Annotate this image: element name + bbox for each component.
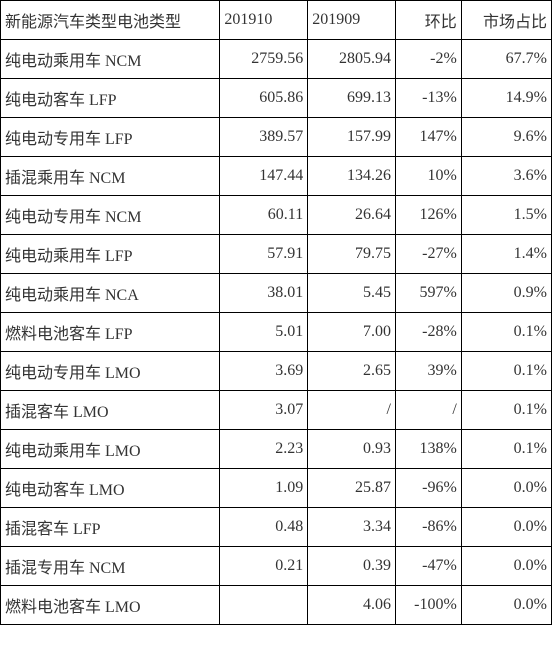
cell-label: 纯电动乘用车 NCA — [1, 274, 220, 313]
col-header-share: 市场占比 — [461, 1, 551, 40]
cell-value: 0.1% — [461, 352, 551, 391]
cell-value: -86% — [395, 508, 461, 547]
cell-value: 9.6% — [461, 118, 551, 157]
col-header-201909: 201909 — [308, 1, 396, 40]
cell-value: 3.34 — [308, 508, 396, 547]
cell-label: 插混客车 LMO — [1, 391, 220, 430]
table-row: 纯电动乘用车 NCM2759.562805.94-2%67.7% — [1, 40, 552, 79]
battery-table: 新能源汽车类型电池类型 201910 201909 环比 市场占比 纯电动乘用车… — [0, 0, 552, 625]
cell-value: 5.45 — [308, 274, 396, 313]
cell-value: -96% — [395, 469, 461, 508]
cell-value: 699.13 — [308, 79, 396, 118]
cell-value: 0.0% — [461, 508, 551, 547]
cell-label: 纯电动客车 LMO — [1, 469, 220, 508]
cell-value: 3.6% — [461, 157, 551, 196]
cell-value: 0.0% — [461, 547, 551, 586]
table-row: 纯电动专用车 NCM60.1126.64126%1.5% — [1, 196, 552, 235]
cell-label: 纯电动专用车 LMO — [1, 352, 220, 391]
table-row: 插混专用车 NCM0.210.39-47%0.0% — [1, 547, 552, 586]
table-row: 插混客车 LMO3.07//0.1% — [1, 391, 552, 430]
col-header-type: 新能源汽车类型电池类型 — [1, 1, 220, 40]
cell-value: 10% — [395, 157, 461, 196]
cell-value: 0.1% — [461, 391, 551, 430]
cell-value: 1.4% — [461, 235, 551, 274]
cell-value: -2% — [395, 40, 461, 79]
cell-value: / — [395, 391, 461, 430]
cell-value: 25.87 — [308, 469, 396, 508]
cell-label: 纯电动专用车 LFP — [1, 118, 220, 157]
cell-value: 597% — [395, 274, 461, 313]
table-row: 插混乘用车 NCM147.44134.2610%3.6% — [1, 157, 552, 196]
cell-value: 0.0% — [461, 586, 551, 625]
cell-value: 67.7% — [461, 40, 551, 79]
cell-value: -13% — [395, 79, 461, 118]
cell-value: 1.09 — [220, 469, 308, 508]
cell-value: -28% — [395, 313, 461, 352]
cell-value: -47% — [395, 547, 461, 586]
cell-value: 0.1% — [461, 313, 551, 352]
cell-value: 5.01 — [220, 313, 308, 352]
table-row: 纯电动乘用车 LMO2.230.93138%0.1% — [1, 430, 552, 469]
table-row: 纯电动乘用车 NCA38.015.45597%0.9% — [1, 274, 552, 313]
cell-label: 纯电动乘用车 LMO — [1, 430, 220, 469]
cell-value: 147% — [395, 118, 461, 157]
cell-value: 38.01 — [220, 274, 308, 313]
cell-value: 389.57 — [220, 118, 308, 157]
table-row: 纯电动乘用车 LFP57.9179.75-27%1.4% — [1, 235, 552, 274]
cell-value: 4.06 — [308, 586, 396, 625]
table-row: 燃料电池客车 LFP5.017.00-28%0.1% — [1, 313, 552, 352]
cell-value: 0.93 — [308, 430, 396, 469]
cell-value: 2.65 — [308, 352, 396, 391]
cell-value: 605.86 — [220, 79, 308, 118]
table-row: 纯电动客车 LFP605.86699.13-13%14.9% — [1, 79, 552, 118]
cell-label: 插混乘用车 NCM — [1, 157, 220, 196]
table-header-row: 新能源汽车类型电池类型 201910 201909 环比 市场占比 — [1, 1, 552, 40]
cell-value: 147.44 — [220, 157, 308, 196]
cell-label: 纯电动客车 LFP — [1, 79, 220, 118]
cell-value: 39% — [395, 352, 461, 391]
table-row: 燃料电池客车 LMO 4.06-100%0.0% — [1, 586, 552, 625]
cell-value: 2805.94 — [308, 40, 396, 79]
table-row: 纯电动客车 LMO1.0925.87-96%0.0% — [1, 469, 552, 508]
cell-value: 79.75 — [308, 235, 396, 274]
table-row: 纯电动专用车 LMO3.692.6539%0.1% — [1, 352, 552, 391]
cell-value: 0.21 — [220, 547, 308, 586]
cell-label: 燃料电池客车 LMO — [1, 586, 220, 625]
cell-value: 1.5% — [461, 196, 551, 235]
cell-label: 纯电动乘用车 NCM — [1, 40, 220, 79]
cell-value: 0.1% — [461, 430, 551, 469]
cell-value: 60.11 — [220, 196, 308, 235]
cell-value: 57.91 — [220, 235, 308, 274]
col-header-201910: 201910 — [220, 1, 308, 40]
cell-value: 0.9% — [461, 274, 551, 313]
col-header-mom: 环比 — [395, 1, 461, 40]
cell-value: 0.0% — [461, 469, 551, 508]
cell-value: 0.39 — [308, 547, 396, 586]
cell-value: 126% — [395, 196, 461, 235]
cell-label: 插混客车 LFP — [1, 508, 220, 547]
cell-value: 138% — [395, 430, 461, 469]
cell-value: 3.69 — [220, 352, 308, 391]
cell-label: 纯电动专用车 NCM — [1, 196, 220, 235]
cell-value: 134.26 — [308, 157, 396, 196]
cell-value: 2.23 — [220, 430, 308, 469]
table-row: 插混客车 LFP0.483.34-86%0.0% — [1, 508, 552, 547]
cell-value: 7.00 — [308, 313, 396, 352]
cell-label: 燃料电池客车 LFP — [1, 313, 220, 352]
cell-value: / — [308, 391, 396, 430]
cell-value: 26.64 — [308, 196, 396, 235]
cell-value: -27% — [395, 235, 461, 274]
cell-value: 3.07 — [220, 391, 308, 430]
cell-value: 157.99 — [308, 118, 396, 157]
cell-value — [220, 586, 308, 625]
cell-value: 0.48 — [220, 508, 308, 547]
cell-value: -100% — [395, 586, 461, 625]
cell-value: 14.9% — [461, 79, 551, 118]
cell-value: 2759.56 — [220, 40, 308, 79]
cell-label: 插混专用车 NCM — [1, 547, 220, 586]
table-row: 纯电动专用车 LFP389.57157.99147%9.6% — [1, 118, 552, 157]
cell-label: 纯电动乘用车 LFP — [1, 235, 220, 274]
table-body: 纯电动乘用车 NCM2759.562805.94-2%67.7%纯电动客车 LF… — [1, 40, 552, 625]
